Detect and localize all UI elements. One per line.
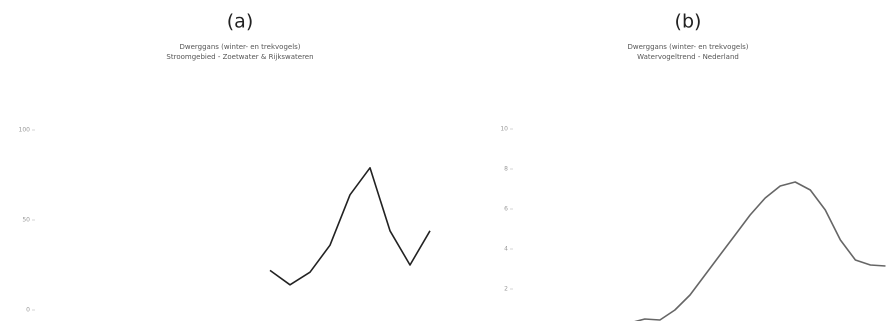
y-tick-label: 0 xyxy=(26,307,30,314)
panel-label: (b) xyxy=(675,11,702,33)
y-tick-label: 4 xyxy=(504,246,508,253)
y-tick-label: 8 xyxy=(504,166,508,173)
data-line xyxy=(269,167,431,286)
y-tick-label: 2 xyxy=(504,286,508,293)
chart-subtitle: Stroomgebied - Zoetwater & Rijkswateren xyxy=(166,53,313,61)
chart-title: Dwerggans (winter- en trekvogels) xyxy=(627,43,748,51)
y-tick-label: 100 xyxy=(19,127,31,134)
y-tick-label: 6 xyxy=(504,206,508,213)
y-tick-label: 10 xyxy=(500,126,508,133)
data-line xyxy=(634,181,886,321)
chart-title: Dwerggans (winter- en trekvogels) xyxy=(179,43,300,51)
panel-label: (a) xyxy=(227,11,253,33)
chart-subtitle: Watervogeltrend - Nederland xyxy=(637,53,739,61)
y-tick-label: 50 xyxy=(22,217,30,224)
